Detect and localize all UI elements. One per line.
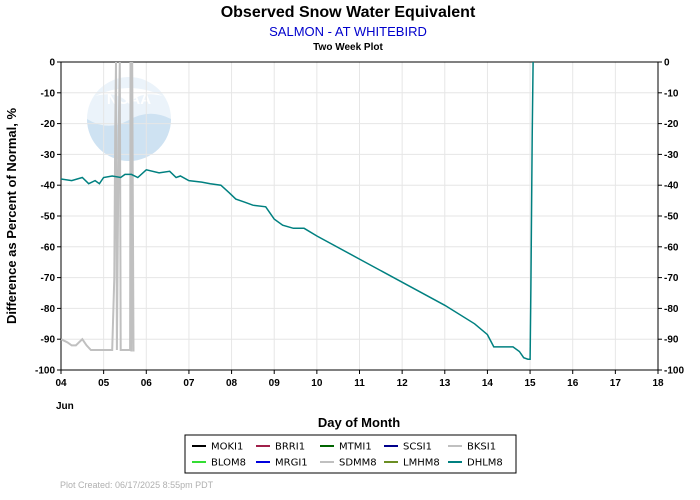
y-tick-label-right: 0: [664, 58, 670, 69]
legend-label-sdmm8: SDMM8: [339, 458, 377, 469]
series-line-sdmm8: [60, 61, 135, 352]
legend-label-lmhm8: LMHM8: [403, 458, 440, 469]
x-tick-label: 10: [311, 378, 323, 389]
x-tick-label: 09: [269, 378, 281, 389]
y-tick-label-right: -20: [664, 119, 679, 130]
y-tick-label-right: -80: [664, 304, 679, 315]
y-tick-labels-left: 0 -10 -20 -30 -40 -50 -60 -70 -80 -90 -100: [35, 58, 61, 377]
legend-label-mtmi1: MTMI1: [339, 442, 372, 453]
y-tick-label: -70: [41, 273, 56, 284]
y-tick-label: -30: [41, 150, 56, 161]
y-axis-label: Difference as Percent of Normal, %: [4, 108, 19, 324]
x-tick-label: 07: [183, 378, 195, 389]
y-tick-label-right: -10: [664, 88, 679, 99]
x-tick-label: 16: [567, 378, 579, 389]
y-tick-label: -50: [41, 212, 56, 223]
chart-subsubtitle: Two Week Plot: [313, 42, 383, 53]
y-tick-label: 0: [49, 58, 55, 69]
y-tick-label: -20: [41, 119, 56, 130]
chart-subtitle: SALMON - AT WHITEBIRD: [269, 24, 427, 39]
y-tick-label-right: -30: [664, 150, 679, 161]
legend-label-blom8: BLOM8: [211, 458, 246, 469]
footer-plot-created: Plot Created: 06/17/2025 8:55pm PDT: [60, 480, 214, 490]
x-tick-label: 13: [439, 378, 451, 389]
noaa-watermark-logo: NOAA: [87, 77, 171, 161]
y-tick-label: -80: [41, 304, 56, 315]
x-tick-label: 17: [610, 378, 622, 389]
x-tick-label: 05: [98, 378, 110, 389]
y-tick-label: -40: [41, 181, 56, 192]
y-tick-label-right: -100: [664, 366, 684, 377]
x-tick-labels: 04 05 06 07 08 09 10 11 12 13 14 15 16 17 18: [55, 370, 664, 389]
x-tick-label: 08: [226, 378, 238, 389]
legend-box: [184, 434, 517, 474]
y-tick-labels-right: 0 -10 -20 -30 -40 -50 -60 -70 -80 -90 -100: [658, 58, 684, 377]
x-axis-label: Day of Month: [318, 415, 400, 430]
legend-label-scsi1: SCSI1: [403, 442, 432, 453]
y-tick-label: -90: [41, 335, 56, 346]
svg-text:NOAA: NOAA: [107, 91, 151, 108]
legend-label-bksi1: BKSI1: [467, 442, 496, 453]
y-tick-label-right: -40: [664, 181, 679, 192]
y-tick-label-right: -50: [664, 212, 679, 223]
legend: MOKI1 BRRI1 MTMI1 SCSI1 BKSI1 BLOM8 MRGI1 SDMM8…: [192, 442, 503, 469]
series-layer: [60, 61, 534, 360]
legend-label-moki1: MOKI1: [211, 442, 243, 453]
x-tick-label: 12: [397, 378, 409, 389]
y-tick-label-right: -70: [664, 273, 679, 284]
legend-label-dhlm8: DHLM8: [467, 458, 503, 469]
legend-label-mrgi1: MRGI1: [275, 458, 308, 469]
x-tick-label: 11: [354, 378, 365, 389]
x-tick-label: 06: [141, 378, 153, 389]
y-tick-label: -60: [41, 242, 56, 253]
x-tick-label: 18: [652, 378, 664, 389]
y-tick-label-right: -60: [664, 242, 679, 253]
y-tick-label-right: -90: [664, 335, 679, 346]
x-tick-label: 14: [482, 378, 494, 389]
chart-title: Observed Snow Water Equivalent: [221, 4, 476, 21]
x-tick-label: 15: [525, 378, 537, 389]
series-line-dhlm8: [60, 61, 534, 360]
month-label: Jun: [56, 401, 74, 412]
y-tick-label: -10: [41, 88, 56, 99]
x-tick-label: 04: [55, 378, 67, 389]
legend-label-brri1: BRRI1: [275, 442, 305, 453]
y-tick-label: -100: [35, 366, 55, 377]
